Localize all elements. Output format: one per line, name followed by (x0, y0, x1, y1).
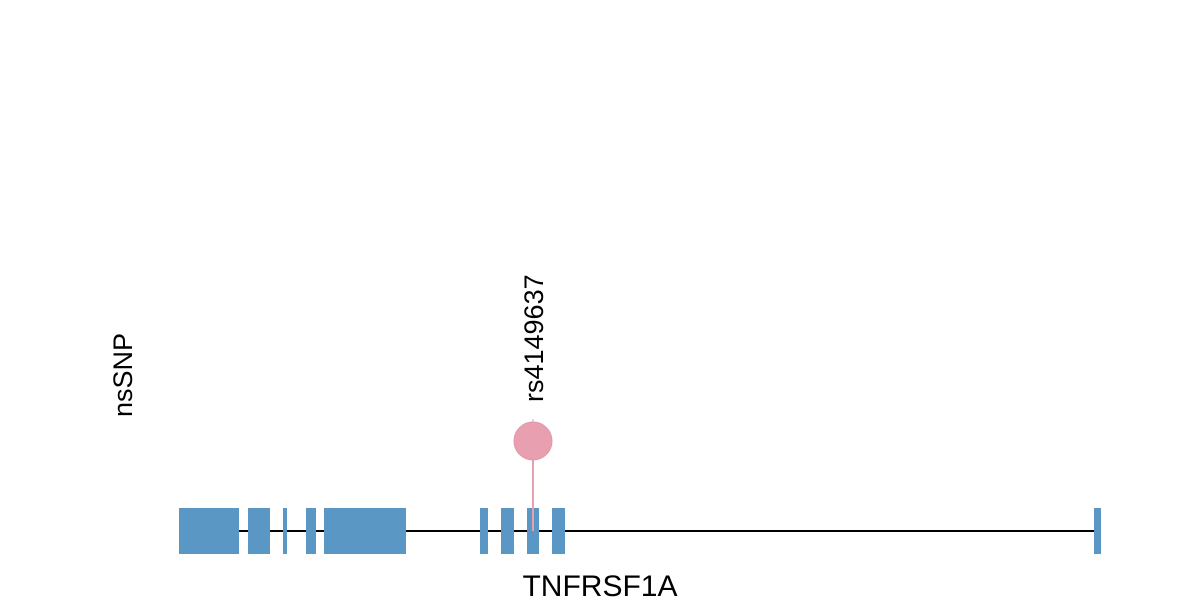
exon-5 (324, 508, 406, 554)
exon-10 (1094, 508, 1101, 554)
variant-point (513, 421, 553, 461)
exon-2 (248, 508, 270, 554)
exon-6 (480, 508, 488, 554)
track-label: nsSNP (108, 333, 138, 417)
exon-9 (552, 508, 565, 554)
variant-label: rs4149637 (519, 274, 549, 402)
gene-label: TNFRSF1A (522, 570, 677, 600)
exon-3 (283, 508, 287, 554)
variant-group: rs4149637 (513, 274, 553, 531)
exon-4 (306, 508, 316, 554)
exon-group (179, 508, 1101, 554)
exon-7 (501, 508, 514, 554)
exon-1 (179, 508, 239, 554)
